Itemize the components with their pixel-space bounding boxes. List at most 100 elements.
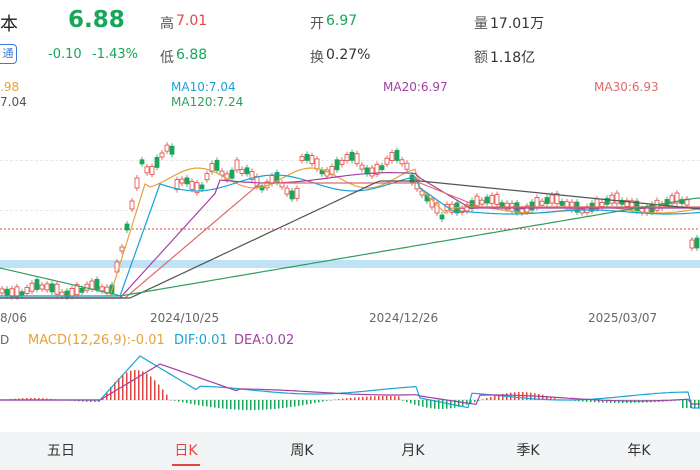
macd-bar <box>614 400 616 403</box>
macd-bar <box>230 400 232 410</box>
candle-body <box>229 169 235 179</box>
macd-bar <box>86 400 88 402</box>
macd-bar <box>622 400 624 403</box>
candle-body <box>39 284 45 290</box>
macd-bar <box>606 400 608 403</box>
macd-bar <box>386 396 388 400</box>
macd-bar <box>286 400 288 408</box>
candle-body <box>494 194 500 205</box>
candle-body <box>434 202 440 214</box>
tab-week-k[interactable]: 周K <box>290 443 314 459</box>
macd-bar <box>258 400 260 410</box>
current-price: 6.88 <box>68 7 125 33</box>
macd-bar <box>190 400 192 404</box>
macd-bar <box>14 398 16 400</box>
macd-bar <box>382 396 384 400</box>
candle-body <box>439 214 445 220</box>
candle-body <box>579 208 585 214</box>
amount-label: 额 <box>474 50 488 66</box>
macd-bar <box>270 400 272 410</box>
macd-bar <box>158 384 160 400</box>
candle-body <box>99 286 105 292</box>
candle-body <box>234 159 240 171</box>
macd-bar <box>686 400 688 408</box>
macd-bar <box>466 400 468 405</box>
candle-body <box>204 173 210 181</box>
candle-body <box>689 239 695 249</box>
macd-bar <box>314 400 316 404</box>
macd-bar <box>442 400 444 409</box>
candle-body <box>604 197 610 205</box>
ma120-line <box>0 197 700 297</box>
tab-five-day[interactable]: 五日 <box>47 443 75 459</box>
macd-bar <box>398 396 400 400</box>
candle-body <box>64 290 70 298</box>
macd-bar <box>126 372 128 400</box>
ma60-legend: 7.04 <box>0 95 27 109</box>
open-label: 开 <box>310 16 324 32</box>
ma120-legend: MA120:7.24 <box>171 95 244 109</box>
macd-bar <box>318 400 320 403</box>
ma20-legend: MA20:6.97 <box>383 80 448 94</box>
macd-chart[interactable] <box>0 350 700 430</box>
candle-body <box>79 287 85 293</box>
macd-bar <box>142 371 144 400</box>
high-value: 7.01 <box>176 13 208 29</box>
candle-body <box>554 193 560 205</box>
macd-title: MACD(12,26,9):-0.01 <box>28 333 165 348</box>
candle-body <box>299 156 305 162</box>
macd-bar <box>322 400 324 402</box>
macd-bar <box>578 400 580 402</box>
stock-connect-badge[interactable]: 通 <box>0 44 17 64</box>
candle-body <box>159 152 165 158</box>
macd-bar <box>618 400 620 403</box>
macd-bar <box>354 397 356 400</box>
tab-quarter-k[interactable]: 季K <box>516 443 540 459</box>
price-change: -0.10 <box>48 47 82 62</box>
period-tabs: 五日 日K 周K 月K 季K 年K <box>0 432 700 470</box>
indicator-selector-label: D <box>0 333 10 347</box>
candle-body <box>404 162 410 170</box>
macd-bar <box>590 400 592 403</box>
candle-body <box>374 163 380 175</box>
candle-body <box>124 223 130 231</box>
turnover-label: 换 <box>310 50 324 66</box>
macd-bar <box>366 396 368 400</box>
candle-body <box>349 151 355 161</box>
macd-bar <box>418 400 420 406</box>
macd-bar <box>30 398 32 400</box>
tab-day-k[interactable]: 日K <box>174 443 198 459</box>
macd-bar <box>546 395 548 400</box>
macd-bar <box>42 398 44 400</box>
candle-body <box>9 288 15 298</box>
date-label-3: 2025/03/07 <box>588 311 658 325</box>
macd-bar <box>222 400 224 409</box>
candle-body <box>249 171 255 180</box>
macd-bar <box>494 395 496 400</box>
candle-body <box>29 282 35 292</box>
tab-year-k[interactable]: 年K <box>627 443 651 459</box>
date-label-start: 8/06 <box>0 311 27 325</box>
candle-body <box>549 194 555 204</box>
candle-body <box>534 197 540 208</box>
macd-bar <box>214 400 216 408</box>
candle-body <box>619 199 625 205</box>
macd-bar <box>406 400 408 403</box>
candle-body <box>4 288 10 296</box>
candle-body <box>339 159 345 165</box>
macd-bar <box>82 400 84 402</box>
indicator-selector[interactable]: D <box>0 333 9 347</box>
macd-bar <box>602 400 604 403</box>
tab-month-k[interactable]: 月K <box>401 443 425 459</box>
candle-body <box>674 192 680 204</box>
macd-bar <box>250 400 252 410</box>
candle-body <box>289 190 295 200</box>
candle-body <box>484 196 490 204</box>
ma60-line <box>0 180 700 299</box>
kline-chart[interactable] <box>0 108 700 308</box>
macd-bar <box>342 398 344 400</box>
macd-bar <box>582 400 584 402</box>
low-label: 低 <box>160 50 174 66</box>
macd-bar <box>202 400 204 406</box>
macd-bar <box>186 400 188 404</box>
